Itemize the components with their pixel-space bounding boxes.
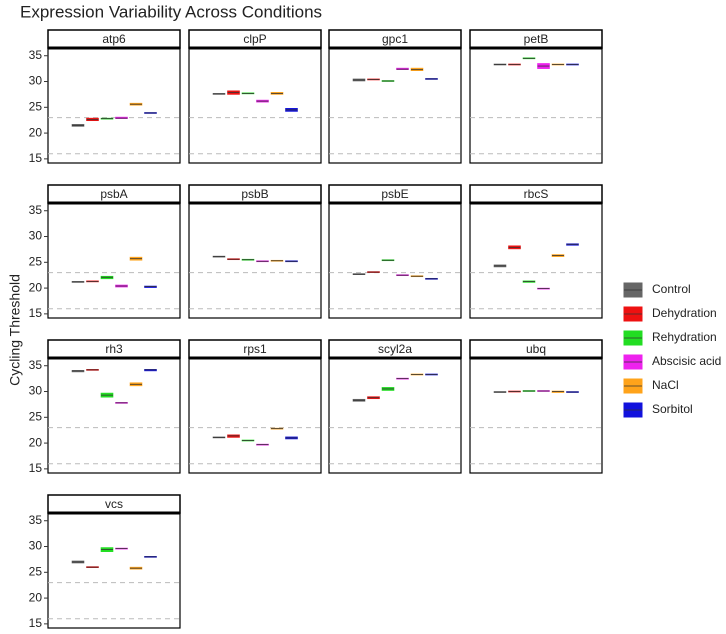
y-tick-label: 15 — [29, 461, 43, 475]
panel — [47, 357, 181, 474]
y-tick-label: 15 — [29, 151, 43, 165]
panel — [47, 512, 181, 629]
y-tick-label: 25 — [29, 99, 43, 113]
y-tick-label: 20 — [29, 280, 43, 294]
facet-label: rps1 — [243, 342, 267, 356]
facet-label: psbE — [381, 187, 408, 201]
panel — [469, 202, 603, 319]
y-tick-label: 25 — [29, 254, 43, 268]
legend-label: Control — [652, 282, 691, 296]
legend-label: NaCl — [652, 378, 679, 392]
facet-label: gpc1 — [382, 32, 408, 46]
y-axis-label: Cycling Threshold — [7, 274, 23, 386]
y-tick-label: 30 — [29, 229, 43, 243]
panel — [328, 357, 462, 474]
facet-label: scyl2a — [378, 342, 412, 356]
y-tick-label: 35 — [29, 48, 43, 62]
facet-label: rh3 — [105, 342, 123, 356]
y-tick-label: 20 — [29, 435, 43, 449]
y-tick-label: 30 — [29, 539, 43, 553]
panel — [328, 47, 462, 164]
legend-label: Rehydration — [652, 330, 717, 344]
facet-label: ubq — [526, 342, 546, 356]
y-tick-label: 20 — [29, 590, 43, 604]
panel — [469, 357, 603, 474]
y-tick-label: 30 — [29, 74, 43, 88]
legend-label: Sorbitol — [652, 402, 693, 416]
y-tick-label: 15 — [29, 616, 43, 630]
y-tick-label: 30 — [29, 384, 43, 398]
panel — [188, 202, 322, 319]
panel — [188, 47, 322, 164]
panel — [188, 357, 322, 474]
panel — [47, 47, 181, 164]
y-tick-label: 35 — [29, 513, 43, 527]
y-tick-label: 35 — [29, 358, 43, 372]
facet-label: petB — [524, 32, 549, 46]
panel — [469, 47, 603, 164]
facet-label: clpP — [243, 32, 266, 46]
y-tick-label: 20 — [29, 125, 43, 139]
facet-label: psbA — [100, 187, 127, 201]
y-tick-label: 25 — [29, 409, 43, 423]
y-tick-label: 25 — [29, 564, 43, 578]
legend-label: Abscisic acid — [652, 354, 721, 368]
panel — [47, 202, 181, 319]
y-tick-label: 35 — [29, 203, 43, 217]
facet-label: psbB — [241, 187, 268, 201]
facet-label: vcs — [105, 497, 123, 511]
legend-label: Dehydration — [652, 306, 717, 320]
panel — [328, 202, 462, 319]
y-tick-label: 15 — [29, 306, 43, 320]
facet-label: atp6 — [102, 32, 126, 46]
chart-title: Expression Variability Across Conditions — [20, 2, 322, 21]
facet-label: rbcS — [524, 187, 549, 201]
